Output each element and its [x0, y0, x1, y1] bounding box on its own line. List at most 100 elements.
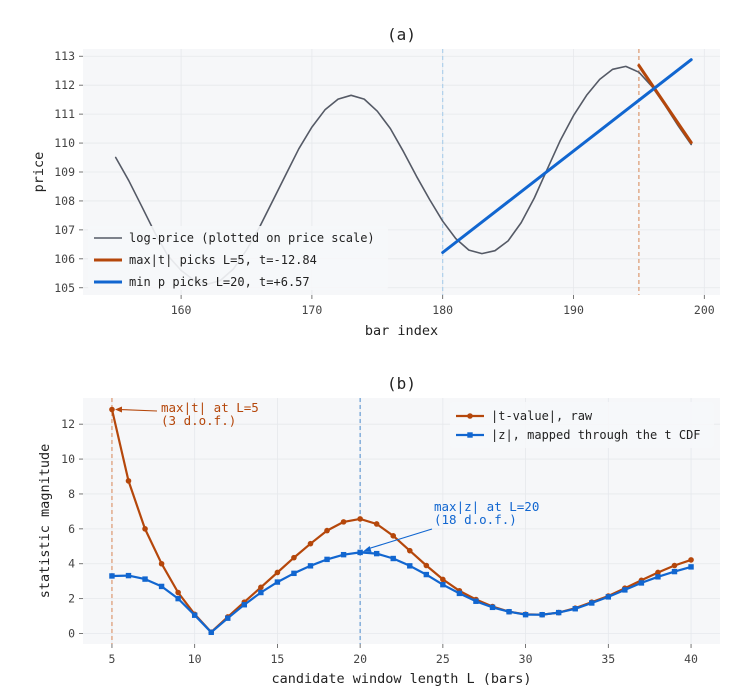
data-point-z	[291, 570, 297, 577]
data-point-z	[522, 611, 529, 618]
data-point-z	[638, 580, 645, 586]
panel-b-legend-box	[450, 402, 714, 448]
panel-a-legend-box	[88, 226, 388, 290]
panel-a-title: (a)	[387, 25, 416, 44]
data-point-z	[109, 573, 115, 579]
data-point-t-value	[357, 516, 363, 522]
y-tick-label: 6	[68, 522, 75, 536]
data-point-z	[324, 556, 330, 563]
data-point-z	[572, 606, 578, 612]
y-tick-label: 109	[54, 165, 75, 179]
series-line-1	[637, 64, 693, 144]
data-point-t-value	[671, 562, 678, 569]
panel-b-series	[109, 406, 694, 636]
panel-a-reference-lines	[442, 49, 640, 295]
data-point-z	[158, 583, 165, 590]
data-point-z	[307, 563, 314, 569]
legend-label-max-t: max|t| picks L=5, t=-12.84	[129, 253, 317, 267]
data-point-z	[506, 609, 512, 615]
annotation-max-z-line2: (18 d.o.f.)	[434, 512, 517, 527]
x-tick-label: 40	[684, 652, 698, 666]
x-tick-label: 180	[432, 303, 453, 317]
panel-a-chart: 160 170 180 190 200 105 106 107 108 109 110 111 112 1…	[31, 25, 720, 339]
y-tick-label: 110	[54, 136, 75, 150]
data-point-z	[440, 581, 446, 588]
panel-b-legend: |t-value|, raw |z|, mapped through the t…	[450, 402, 714, 448]
y-tick-label: 111	[54, 107, 75, 121]
data-point-z	[407, 563, 413, 569]
y-tick-label: 108	[54, 194, 75, 208]
data-point-z	[539, 611, 545, 618]
y-tick-label: 105	[54, 281, 75, 295]
data-point-z	[671, 568, 678, 575]
x-tick-label: 20	[353, 652, 367, 666]
data-point-z	[688, 564, 694, 570]
annotation-arrow-max-t	[119, 408, 158, 412]
panel-b-annotations: max|t| at L=5 (3 d.o.f.) max|z| at L=20 …	[114, 400, 539, 553]
y-tick-label: 12	[61, 417, 75, 431]
data-point-t-value	[125, 478, 132, 484]
panel-b-ticks: 5 10 15 20 25 30 35 40 0 2 4 6 8 10 12	[61, 417, 698, 666]
data-point-z	[473, 598, 479, 604]
x-tick-label: 190	[563, 303, 584, 317]
panel-a-legend: log-price (plotted on price scale) max|t…	[88, 226, 388, 290]
panel-a-x-axis-label: bar index	[365, 323, 438, 339]
legend-marker-z	[467, 432, 473, 438]
data-point-t-value	[307, 540, 314, 547]
data-point-z	[340, 551, 347, 558]
data-point-z	[225, 615, 231, 621]
data-point-t-value	[175, 589, 181, 596]
annotation-arrowhead-max-t	[114, 406, 122, 413]
data-point-z	[555, 609, 562, 616]
y-tick-label: 113	[54, 49, 75, 63]
legend-marker-t-value	[467, 413, 473, 419]
data-point-z	[373, 550, 380, 557]
data-point-t-value	[440, 576, 446, 583]
panel-a-ticks: 160 170 180 190 200 105 106 107 108 109 110 111 112 1…	[54, 49, 715, 317]
data-point-t-value	[291, 554, 297, 561]
data-point-t-value	[274, 569, 281, 576]
data-point-t-value	[324, 527, 330, 534]
data-point-t-value	[423, 562, 430, 569]
annotation-max-z-line1: max|z| at L=20	[434, 499, 539, 514]
y-tick-label: 106	[54, 252, 75, 266]
x-tick-label: 25	[436, 652, 450, 666]
annotation-max-t-line1: max|t| at L=5	[161, 400, 259, 415]
panel-b-y-axis-label: statistic magnitude	[37, 444, 53, 598]
data-point-z	[241, 602, 248, 608]
data-point-t-value	[158, 560, 165, 567]
data-point-z	[142, 576, 148, 582]
y-tick-label: 0	[68, 627, 75, 641]
data-point-z	[357, 549, 363, 556]
data-point-z	[489, 604, 496, 611]
y-tick-label: 10	[61, 452, 75, 466]
data-point-z	[125, 572, 132, 579]
data-point-z	[191, 612, 198, 618]
legend-label-t-value: |t-value|, raw	[491, 409, 593, 423]
y-tick-label: 2	[68, 592, 75, 606]
annotation-arrowhead-max-z	[362, 545, 372, 553]
annotation-max-t-line2: (3 d.o.f.)	[161, 413, 236, 428]
data-point-z	[390, 555, 396, 562]
data-point-z	[208, 629, 214, 636]
x-tick-label: 30	[519, 652, 533, 666]
series-line-1	[111, 551, 692, 634]
panel-a-y-axis-label: price	[31, 152, 47, 193]
x-tick-label: 5	[108, 652, 115, 666]
data-point-t-value	[406, 547, 413, 554]
annotation-arrow-max-z	[365, 528, 433, 550]
data-point-t-value	[373, 521, 380, 527]
x-tick-label: 160	[171, 303, 192, 317]
data-point-z	[605, 594, 612, 600]
data-point-t-value	[390, 533, 397, 539]
data-point-z	[274, 579, 281, 585]
panel-b-chart: 5 10 15 20 25 30 35 40 0 2 4 6 8 10 12 (b) candidate w…	[37, 374, 720, 687]
data-point-t-value	[340, 519, 347, 525]
y-tick-label: 8	[68, 487, 75, 501]
y-tick-label: 107	[54, 223, 75, 237]
x-tick-label: 200	[694, 303, 715, 317]
panel-b-title: (b)	[387, 374, 416, 393]
data-point-z	[258, 589, 264, 596]
y-tick-label: 112	[54, 78, 75, 92]
